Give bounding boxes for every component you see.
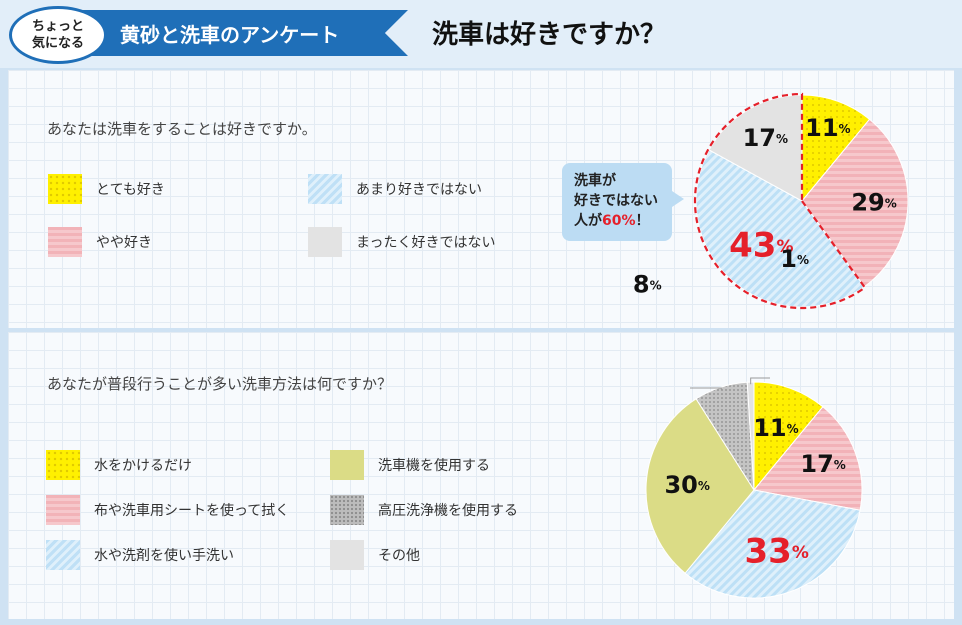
pie-slice	[684, 489, 861, 599]
legend-item: 水や洗剤を使い手洗い	[46, 540, 234, 570]
pie-slice	[801, 118, 909, 288]
badge-line1: ちょっと	[31, 19, 84, 34]
pie-slice	[801, 94, 871, 203]
legend-swatch	[330, 450, 364, 480]
pie-chart-1: 11%29%43%17%	[693, 92, 909, 310]
leader-line	[750, 377, 770, 385]
legend-label: 水をかけるだけ	[94, 458, 192, 474]
callout-line2: 好きではない	[574, 193, 658, 209]
legend-item: あまり好きではない	[308, 174, 482, 204]
pie-slice	[645, 398, 755, 574]
question-2: あなたが普段行うことが多い洗車方法は何ですか？	[47, 375, 393, 393]
legend-item: とても好き	[48, 174, 165, 204]
legend-swatch	[308, 174, 342, 204]
callout-value: 60%	[602, 213, 636, 229]
legend-swatch	[330, 495, 364, 525]
legend-item: 高圧洗浄機を使用する	[330, 495, 518, 525]
header-bar: ちょっと 気になる 黄砂と洗車のアンケート 洗車は好きですか？	[0, 0, 962, 68]
legend-swatch	[48, 227, 82, 257]
legend-label: とても好き	[96, 182, 165, 198]
legend-label: 高圧洗浄機を使用する	[378, 503, 518, 519]
pie-slice	[753, 406, 863, 511]
legend-label: 水や洗剤を使い手洗い	[94, 548, 234, 564]
slice-value-label: 8%	[633, 270, 662, 298]
legend-label: 洗車機を使用する	[378, 458, 490, 474]
badge-line2: 気になる	[31, 36, 84, 51]
leader-line	[690, 387, 722, 390]
legend-swatch	[46, 450, 80, 480]
question-1: あなたは洗車をすることは好きですか。	[47, 120, 317, 138]
legend-swatch	[46, 495, 80, 525]
legend-swatch	[48, 174, 82, 204]
ribbon-title: 黄砂と洗車のアンケート	[78, 10, 408, 56]
legend-item: 洗車機を使用する	[330, 450, 490, 480]
callout-prefix: 人が	[574, 213, 602, 229]
legend-swatch	[330, 540, 364, 570]
pie-slice	[753, 381, 824, 492]
highlight-outline	[693, 92, 867, 310]
callout-line3: 人が60%！	[574, 211, 672, 231]
legend-label: その他	[378, 548, 420, 564]
page-title: 洗車は好きですか？	[432, 20, 667, 50]
legend-item: その他	[330, 540, 420, 570]
callout-bubble: 洗車が 好きではない 人が60%！	[562, 163, 684, 241]
badge: ちょっと 気になる	[9, 6, 107, 64]
legend-label: まったく好きではない	[356, 235, 496, 251]
legend-label: あまり好きではない	[356, 182, 482, 198]
legend-swatch	[308, 227, 342, 257]
legend-item: 布や洗車用シートを使って拭く	[46, 495, 289, 525]
callout-suffix: ！	[635, 213, 650, 229]
legend-swatch	[46, 540, 80, 570]
legend-item: まったく好きではない	[308, 227, 495, 257]
legend-item: やや好き	[48, 227, 152, 257]
pie-chart-2: 11%17%33%30%8%1%	[633, 245, 863, 599]
legend-label: やや好き	[96, 235, 152, 251]
legend-item: 水をかけるだけ	[46, 450, 192, 480]
callout-line1: 洗車が	[574, 173, 616, 189]
legend-label: 布や洗車用シートを使って拭く	[94, 503, 290, 519]
